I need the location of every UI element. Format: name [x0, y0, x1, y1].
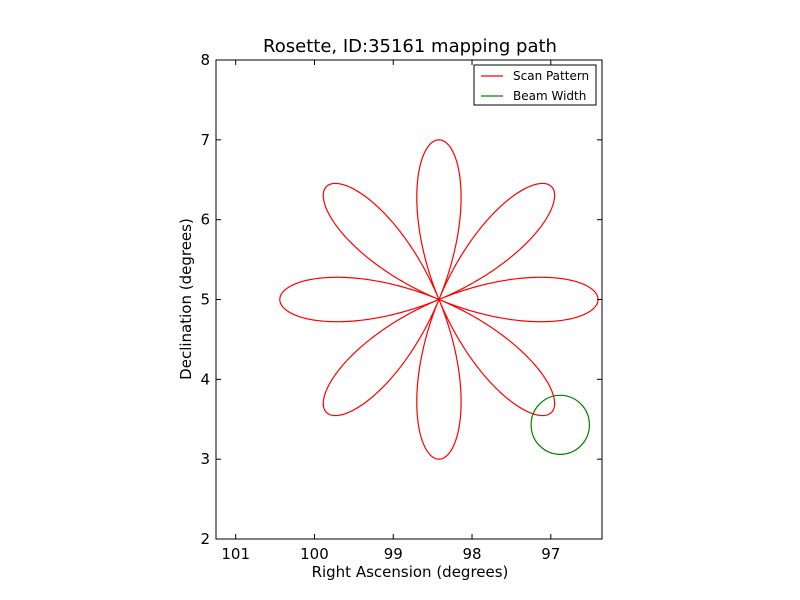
- legend-label-scan-pattern: Scan Pattern: [513, 69, 589, 83]
- x-axis: 101 100 99 98 97: [221, 60, 560, 563]
- x-tick-label: 97: [541, 545, 560, 563]
- legend-box: [473, 64, 597, 106]
- x-axis-label: Right Ascension (degrees): [312, 563, 509, 581]
- x-tick-label: 98: [462, 545, 481, 563]
- y-tick-label: 6: [200, 211, 210, 229]
- y-tick-label: 7: [200, 131, 210, 149]
- chart-title: Rosette, ID:35161 mapping path: [263, 36, 557, 57]
- y-axis-label: Declination (degrees): [177, 218, 195, 380]
- y-tick-label: 8: [200, 51, 210, 69]
- y-tick-label: 3: [200, 450, 210, 468]
- y-tick-label: 5: [200, 291, 210, 309]
- y-axis: 2 3 4 5 6 7 8: [200, 51, 602, 548]
- legend-label-beam-width: Beam Width: [513, 89, 586, 103]
- x-tick-label: 100: [300, 545, 329, 563]
- legend: Scan Pattern Beam Width: [473, 64, 597, 106]
- y-tick-label: 2: [200, 530, 210, 548]
- series-beam-width: [530, 394, 590, 455]
- y-tick-label: 4: [200, 370, 210, 388]
- x-tick-label: 99: [384, 545, 403, 563]
- x-tick-label: 101: [221, 545, 250, 563]
